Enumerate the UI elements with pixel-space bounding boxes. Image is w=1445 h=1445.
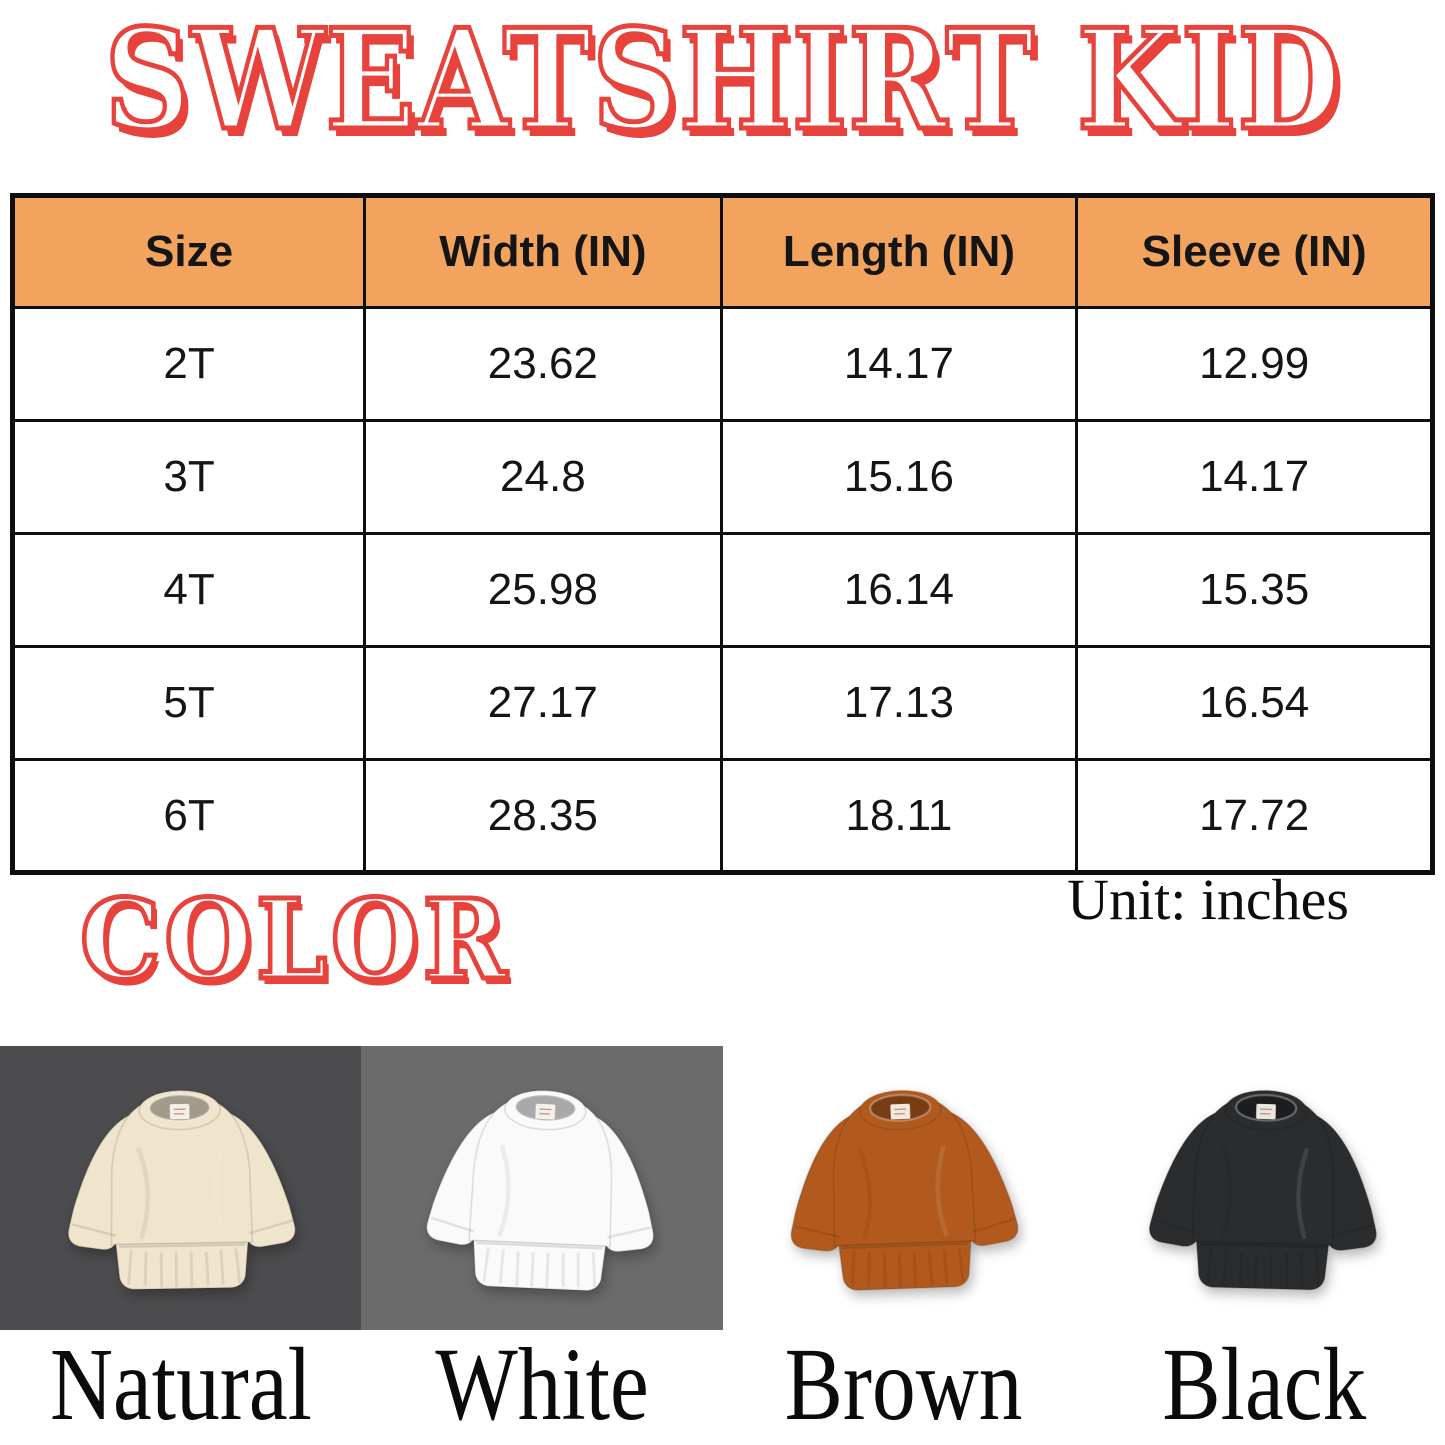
sweatshirt-white-image — [386, 1054, 697, 1323]
table-row: 2T 23.62 14.17 12.99 — [10, 306, 1434, 422]
sweatshirt-natural-image — [28, 1057, 332, 1318]
column-header-width: Width (IN) — [363, 194, 723, 309]
swatch-label-brown: Brown — [784, 1326, 1023, 1442]
cell-width: 25.98 — [363, 532, 723, 648]
cell-size: 4T — [10, 532, 367, 648]
page-title: SWEATSHIRT KID — [102, 0, 1342, 161]
cell-size: 3T — [10, 419, 367, 535]
cell-length: 15.16 — [719, 419, 1079, 535]
size-table: Size Width (IN) Length (IN) Sleeve (IN) … — [10, 193, 1435, 875]
table-row: 4T 25.98 16.14 15.35 — [10, 532, 1434, 648]
swatch-label-natural: Natural — [49, 1326, 312, 1442]
unit-note: Unit: inches — [1067, 867, 1349, 932]
color-photo-strip — [0, 1046, 1445, 1330]
swatch-photo-natural — [0, 1046, 362, 1330]
table-row: 6T 28.35 18.11 17.72 — [10, 758, 1434, 874]
cell-sleeve: 15.35 — [1075, 532, 1434, 648]
sweatshirt-brown-image — [749, 1055, 1058, 1321]
cell-sleeve: 14.17 — [1075, 419, 1434, 535]
cell-width: 23.62 — [363, 306, 723, 422]
cell-width: 28.35 — [363, 758, 723, 874]
cell-width: 24.8 — [363, 419, 723, 535]
sweatshirt-black-image — [1111, 1056, 1418, 1320]
label-cell: Natural — [0, 1324, 361, 1445]
cell-size: 5T — [10, 645, 367, 761]
cell-length: 18.11 — [719, 758, 1079, 874]
swatch-label-black: Black — [1162, 1326, 1367, 1442]
cell-length: 16.14 — [719, 532, 1079, 648]
color-labels-row: Natural White Brown Black — [0, 1324, 1445, 1445]
table-row: 3T 24.8 15.16 14.17 — [10, 419, 1434, 535]
cell-size: 6T — [10, 758, 367, 874]
cell-sleeve: 17.72 — [1075, 758, 1434, 874]
cell-size: 2T — [10, 306, 367, 422]
swatch-photo-white — [361, 1046, 723, 1330]
label-cell: Black — [1084, 1324, 1445, 1445]
color-heading-wrap: COLOR — [78, 875, 548, 1004]
cell-width: 27.17 — [363, 645, 723, 761]
label-cell: Brown — [723, 1324, 1084, 1445]
table-row: 5T 27.17 17.13 16.54 — [10, 645, 1434, 761]
page-title-wrap: SWEATSHIRT KID — [0, 0, 1445, 161]
column-header-size: Size — [10, 194, 367, 309]
swatch-photo-black — [1083, 1046, 1445, 1330]
color-heading: COLOR — [78, 875, 511, 1004]
header-row: Size Width (IN) Length (IN) Sleeve (IN) — [10, 194, 1434, 309]
swatch-label-white: White — [435, 1326, 649, 1442]
cell-length: 17.13 — [719, 645, 1079, 761]
label-cell: White — [361, 1324, 722, 1445]
cell-sleeve: 16.54 — [1075, 645, 1434, 761]
column-header-length: Length (IN) — [719, 194, 1079, 309]
cell-length: 14.17 — [719, 306, 1079, 422]
swatch-photo-brown — [722, 1046, 1084, 1330]
cell-sleeve: 12.99 — [1075, 306, 1434, 422]
column-header-sleeve: Sleeve (IN) — [1075, 194, 1434, 309]
